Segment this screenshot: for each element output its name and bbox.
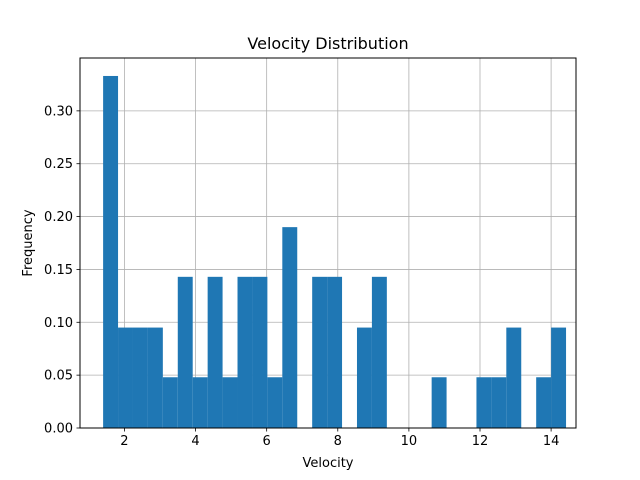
y-tick-label: 0.25	[44, 157, 73, 172]
histogram-bar	[431, 377, 447, 428]
histogram-bar	[103, 75, 119, 428]
histogram-bar	[506, 327, 522, 428]
histogram-bar	[207, 276, 223, 428]
y-tick-label: 0.05	[44, 369, 73, 384]
chart-title: Velocity Distribution	[247, 34, 408, 53]
bars	[103, 75, 567, 428]
y-axis-ticks: 0.00 0.05 0.10 0.15 0.20 0.25 0.30	[44, 104, 80, 437]
histogram-bar	[162, 377, 178, 428]
histogram-bar	[312, 276, 328, 428]
x-axis-ticks: 2 4 6 8 10 12 14	[120, 428, 559, 449]
x-tick-label: 6	[263, 434, 271, 449]
histogram-bar	[252, 276, 268, 428]
histogram-bar	[192, 377, 208, 428]
x-tick-label: 2	[120, 434, 128, 449]
x-tick-label: 14	[543, 434, 560, 449]
histogram-bar	[327, 276, 343, 428]
y-tick-label: 0.15	[44, 263, 73, 278]
y-tick-label: 0.20	[44, 210, 73, 225]
y-tick-label: 0.00	[44, 422, 73, 437]
histogram-bar	[551, 327, 567, 428]
histogram-bar	[237, 276, 253, 428]
histogram-bar	[118, 327, 133, 428]
x-tick-label: 12	[472, 434, 489, 449]
plot-frame	[79, 57, 577, 429]
grid	[80, 58, 576, 429]
histogram-bar	[132, 327, 148, 428]
histogram-bar	[267, 377, 283, 428]
histogram-bar	[371, 276, 387, 428]
y-tick-label: 0.30	[44, 104, 73, 119]
histogram-bar	[222, 377, 238, 428]
y-axis-label: Frequency	[21, 209, 36, 276]
x-tick-label: 8	[334, 434, 342, 449]
histogram-bar	[476, 377, 492, 428]
x-tick-label: 10	[401, 434, 418, 449]
histogram-bar	[177, 276, 193, 428]
y-tick-label: 0.10	[44, 316, 73, 331]
x-tick-label: 4	[191, 434, 199, 449]
x-axis-label: Velocity	[303, 456, 354, 471]
histogram-bar	[536, 377, 552, 428]
histogram-bar	[491, 377, 507, 428]
histogram-bar	[147, 327, 163, 428]
histogram-bar	[282, 227, 298, 428]
histogram-bar	[356, 327, 372, 428]
